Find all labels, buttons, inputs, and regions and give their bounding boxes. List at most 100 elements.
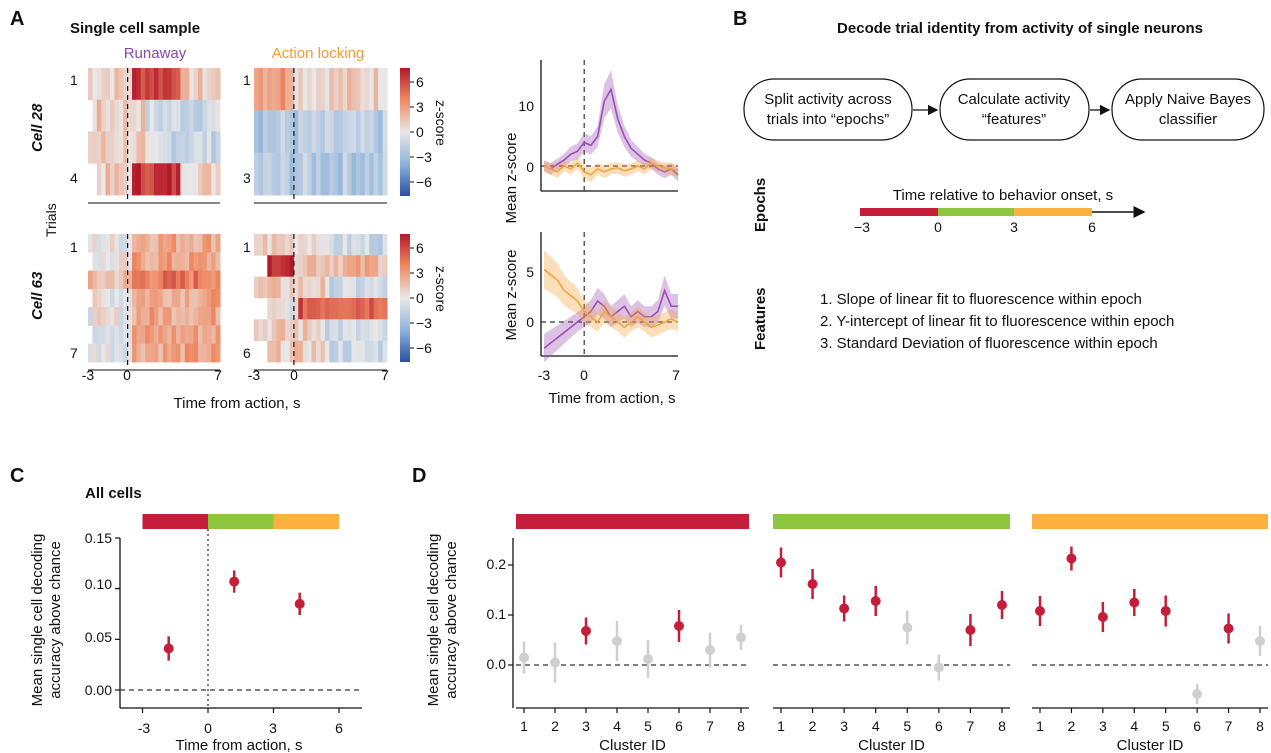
heatmap-cell28-runaway-cell bbox=[154, 68, 159, 101]
epoch-bar-orange bbox=[1014, 208, 1092, 216]
heatmap-cell28-action-cell bbox=[360, 152, 366, 196]
heatmap-cell63-runaway-cell bbox=[136, 270, 142, 290]
heatmap-cell28-action-cell bbox=[324, 152, 330, 196]
heatmap-cell63-runaway-cell bbox=[202, 325, 208, 345]
mean-xtick-1: 0 bbox=[580, 367, 588, 383]
heatmap-cell28-runaway-cell bbox=[211, 163, 217, 196]
heatmap-cell63-runaway-cell bbox=[149, 270, 155, 290]
heatmap-cell63-action-cell bbox=[333, 234, 339, 256]
heatmap-cell63-runaway-cell bbox=[123, 343, 129, 363]
heatmap-cell28-action-cell bbox=[382, 152, 388, 196]
heatmap-cell28-action-cell bbox=[333, 110, 339, 153]
heatmap-cell28-runaway-cell bbox=[193, 131, 199, 164]
heatmap-cell63-runaway-cell bbox=[180, 288, 186, 308]
heatmap-cell63-action-cell bbox=[324, 255, 330, 277]
heatmap-cell28-action-cell bbox=[262, 68, 268, 111]
heatmap-cell28-runaway-cell bbox=[189, 163, 195, 196]
heatmap-cell63-runaway-cell bbox=[123, 252, 129, 271]
heatmap-cell63-runaway-cell bbox=[123, 307, 129, 326]
panel-c-ytick-3: 0.00 bbox=[85, 682, 112, 698]
heatmap-cell63-runaway-cell bbox=[118, 252, 124, 271]
heatmap-cell28-action-cell bbox=[285, 152, 290, 196]
mean-trace-band-purple bbox=[544, 275, 678, 363]
panel-d-xtick-label: 2 bbox=[551, 718, 559, 734]
heatmap-cell28-runaway-cell bbox=[149, 163, 155, 196]
heatmap-cell63-runaway-cell bbox=[176, 343, 181, 363]
heatmap-cell63-action-cell bbox=[262, 276, 268, 299]
heatmap-cell28-runaway-cell bbox=[158, 68, 164, 101]
heatmap-cell63-action-cell bbox=[320, 276, 326, 299]
heatmap-cell63-action-cell bbox=[302, 276, 308, 299]
heatmap-cell63-runaway-cell bbox=[154, 270, 159, 290]
heatmap-cell63-runaway-cell bbox=[176, 252, 181, 271]
heatmap-cell63-action-cell bbox=[289, 276, 295, 299]
mean-bottom-ylabel: Mean z-score bbox=[503, 250, 520, 341]
heatmap-cell63-runaway-cell bbox=[96, 288, 102, 308]
heatmap-cell63-runaway-cell bbox=[118, 270, 124, 290]
heatmap-cell63-runaway-cell bbox=[140, 252, 146, 271]
heatmap-cell63-action-cell bbox=[316, 255, 321, 277]
panel-d-xtick-label: 2 bbox=[809, 718, 817, 734]
heatmap-cell28-runaway-cell bbox=[96, 99, 102, 132]
heatmap-cell28-runaway-cell bbox=[149, 99, 155, 132]
heatmap-cell63-runaway-cell bbox=[176, 307, 181, 326]
heatmap-cell63-runaway-cell bbox=[149, 288, 155, 308]
heatmap-cell63-runaway-cell bbox=[105, 234, 111, 253]
heatmap-cell63-action-cell bbox=[316, 234, 321, 256]
flow-box-classifier-line1: Apply Naive Bayes bbox=[1125, 91, 1251, 108]
panel-c-letter: C bbox=[10, 465, 24, 487]
heatmap-cell28-runaway-cell bbox=[184, 131, 190, 164]
heatmap-cell63-runaway-cell bbox=[206, 252, 212, 271]
heatmap-cell63-action-cell bbox=[373, 298, 379, 320]
heatmap-cell28-action-cell bbox=[382, 110, 388, 153]
heatmap-cell63-runaway-cell bbox=[110, 234, 115, 253]
heatmap-cell63-runaway-cell bbox=[158, 325, 164, 345]
row-label-c63-act-first: 1 bbox=[243, 239, 251, 255]
heatmap-cell28-runaway-cell bbox=[140, 131, 146, 164]
heatmap-cell63-action-cell bbox=[329, 234, 335, 256]
heatmap-cell63-runaway-cell bbox=[198, 288, 203, 308]
heatmap-cell63-action-cell bbox=[289, 340, 295, 363]
heatmap-cell63-runaway-cell bbox=[193, 307, 199, 326]
panel-d-xtick-label: 7 bbox=[1225, 718, 1233, 734]
heatmap-cell28-runaway-cell bbox=[92, 99, 98, 132]
heatmap-cell63-runaway-cell bbox=[96, 343, 102, 363]
heatmap-cell63-runaway-cell bbox=[198, 307, 203, 326]
heatmap-cell63-runaway-cell bbox=[211, 343, 217, 363]
heatmap-cell63-action-cell bbox=[285, 340, 290, 363]
heatmap-cell63-runaway-cell bbox=[132, 234, 137, 253]
heatmap-cell63-action-cell bbox=[338, 319, 344, 341]
heatmap-cell63-runaway-cell bbox=[127, 252, 133, 271]
heatmap-cell63-runaway-cell bbox=[154, 325, 159, 345]
heatmap-cell28-runaway-cell bbox=[101, 99, 107, 132]
heatmap-cell63-runaway-cell bbox=[193, 252, 199, 271]
heatmap-cell28-runaway-cell bbox=[123, 99, 129, 132]
mean-xtick-2: 7 bbox=[672, 367, 680, 383]
heatmap-cell28-runaway-cell bbox=[118, 99, 124, 132]
heatmap-cell28-runaway-cell bbox=[149, 68, 155, 101]
panel-d-point bbox=[1097, 612, 1108, 622]
panel-d-xtick-label: 7 bbox=[706, 718, 714, 734]
heatmap-cell28-runaway-cell bbox=[184, 99, 190, 132]
panel-d-point bbox=[997, 600, 1007, 610]
heatmap-cell28-runaway-cell bbox=[101, 131, 107, 164]
heatmap-cell63-action-cell bbox=[271, 340, 277, 363]
heatmap-cell63-runaway-cell bbox=[118, 307, 124, 326]
heatmap-cell28-runaway-cell bbox=[162, 68, 168, 101]
epoch-bar-red bbox=[860, 208, 938, 216]
panel-d-xtick-label: 4 bbox=[613, 718, 621, 734]
heatmap-cell63-runaway-cell bbox=[114, 343, 120, 363]
flow-box-classifier-line2: classifier bbox=[1159, 111, 1217, 128]
heatmap-cell63-runaway-cell bbox=[215, 307, 221, 326]
heatmap-cell63-runaway-cell bbox=[167, 270, 173, 290]
heatmap-cell28-action-cell bbox=[271, 110, 277, 153]
row-label-c28-run-last: 4 bbox=[70, 170, 78, 186]
heatmap-cell28-runaway-cell bbox=[136, 163, 142, 196]
heatmap-cell63-runaway-cell bbox=[140, 288, 146, 308]
panel-d-point bbox=[1160, 606, 1171, 616]
heatmap-cell28-runaway-cell bbox=[171, 163, 177, 196]
heatmap-cell63-action-cell bbox=[298, 276, 304, 299]
panel-d-point bbox=[1192, 689, 1203, 699]
heatmap-cell63-action-cell bbox=[311, 319, 317, 341]
heatmap-cell28-action-cell bbox=[378, 68, 383, 111]
